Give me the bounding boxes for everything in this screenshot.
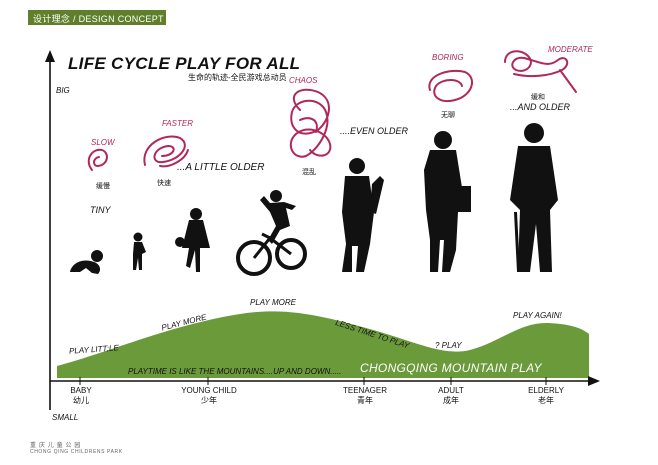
scribble-label-moderate-cn: 缓和 bbox=[531, 94, 545, 101]
moderate-scribble bbox=[504, 50, 577, 93]
mountain-play-band bbox=[57, 311, 589, 378]
elderly-silhouette bbox=[510, 123, 558, 272]
scribble-label-chaos-cn: 混乱 bbox=[302, 169, 316, 176]
scribble-label-slow-cn: 缓慢 bbox=[96, 183, 110, 190]
scribble-label-boring: BORING bbox=[432, 53, 464, 62]
scribble-label-moderate: MODERATE bbox=[548, 45, 593, 54]
section-header: 设计理念 / DESIGN CONCEPT bbox=[28, 10, 166, 25]
slow-scribble bbox=[87, 148, 108, 171]
stage-young-child-cn: 少年 bbox=[201, 396, 217, 405]
scribble-label-faster-cn: 快速 bbox=[157, 180, 171, 187]
baby-silhouette bbox=[70, 250, 103, 274]
adult-silhouette bbox=[424, 131, 471, 272]
stage-baby-cn: 幼儿 bbox=[73, 396, 89, 405]
stage-elderly-en: ELDERLY bbox=[528, 386, 564, 395]
scribble-label-slow: SLOW bbox=[91, 138, 115, 147]
scribble-label-boring-cn: 无聊 bbox=[441, 112, 455, 119]
footer-en: CHONG QING CHILDRENS PARK bbox=[30, 449, 123, 455]
stage-teenager-cn: 青年 bbox=[357, 396, 373, 405]
stage-young-child: YOUNG CHILD 少年 bbox=[170, 386, 248, 406]
stage-teenager-en: TEENAGER bbox=[342, 386, 387, 395]
scribble-label-chaos: CHAOS bbox=[289, 76, 318, 85]
page-title: LIFE CYCLE PLAY FOR ALL bbox=[68, 54, 301, 73]
stage-teenager: TEENAGER 青年 bbox=[330, 386, 400, 406]
stage-adult-cn: 成年 bbox=[443, 396, 459, 405]
child-silhouette bbox=[175, 208, 210, 272]
axis-label-big: BIG bbox=[56, 86, 70, 95]
curve-label-play-again: PLAY AGAIN! bbox=[513, 311, 562, 320]
stage-baby-en: BABY bbox=[70, 386, 92, 395]
stage-baby: BABY 幼儿 bbox=[60, 386, 102, 406]
page-subtitle: 生命的轨迹-全民游戏总动员 bbox=[188, 73, 287, 82]
bike-kid-silhouette bbox=[236, 190, 307, 276]
stage-adult-en: ADULT bbox=[438, 386, 464, 395]
stage-adult: ADULT 成年 bbox=[426, 386, 476, 406]
boring-scribble bbox=[428, 70, 474, 102]
stage-elderly: ELDERLY 老年 bbox=[518, 386, 574, 406]
curve-label-play-more-2: PLAY MORE bbox=[250, 298, 296, 307]
chaos-scribble bbox=[289, 88, 332, 158]
teenager-silhouette bbox=[342, 158, 384, 272]
figure-label-and-older: ...AND OLDER bbox=[510, 102, 571, 112]
vertical-axis-arrow bbox=[45, 50, 55, 62]
curve-label-q-play: ? PLAY bbox=[435, 341, 462, 350]
horizontal-axis-arrow bbox=[588, 376, 600, 386]
stage-young-child-en: YOUNG CHILD bbox=[181, 386, 237, 395]
footer-cn: 重 庆 儿 童 公 园 bbox=[30, 443, 81, 449]
toddler-silhouette bbox=[133, 232, 146, 270]
faster-scribble bbox=[143, 135, 189, 168]
figure-label-even-older: ....EVEN OLDER bbox=[340, 126, 409, 136]
band-title: CHONGQING MOUNTAIN PLAY bbox=[360, 361, 542, 375]
figure-label-tiny: TINY bbox=[90, 205, 111, 215]
axis-label-small: SMALL bbox=[52, 413, 79, 422]
band-caption: PLAYTIME IS LIKE THE MOUNTAINS....UP AND… bbox=[128, 367, 342, 376]
figure-label-little-older: ...A LITTLE OLDER bbox=[177, 162, 265, 173]
scribble-label-faster: FASTER bbox=[162, 119, 193, 128]
stage-elderly-cn: 老年 bbox=[538, 396, 554, 405]
section-header-label: 设计理念 / DESIGN CONCEPT bbox=[33, 14, 164, 24]
